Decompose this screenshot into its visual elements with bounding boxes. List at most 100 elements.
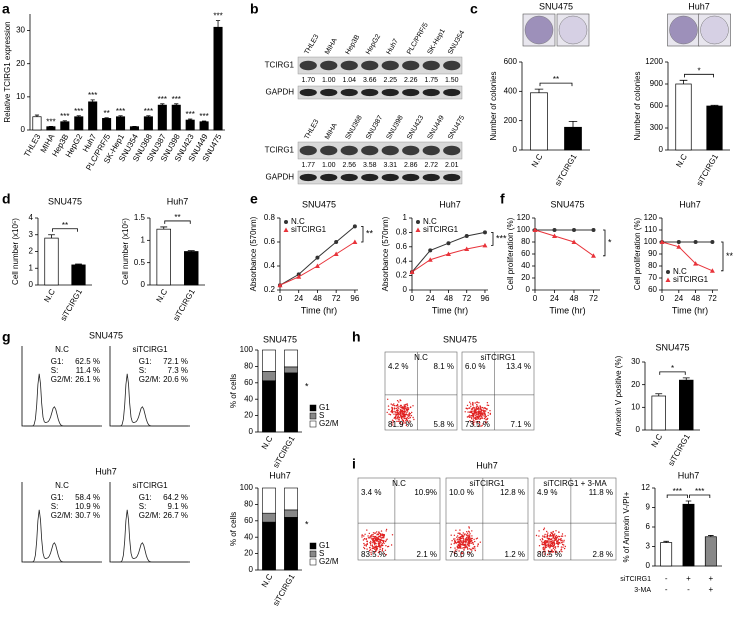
lane-label: SK-Hep1 bbox=[427, 28, 447, 56]
error-bar bbox=[534, 88, 544, 93]
event-dot bbox=[376, 546, 378, 548]
event-dot bbox=[381, 539, 383, 542]
x-tick-label: 24 bbox=[674, 294, 683, 303]
blot-strip bbox=[297, 170, 463, 185]
y-tick-label: 0.6 bbox=[264, 237, 276, 246]
y-tick-label: 40 bbox=[244, 394, 253, 403]
y-tick-label: 70 bbox=[648, 273, 657, 282]
event-dot bbox=[462, 539, 465, 541]
lane-label: HepG2 bbox=[365, 33, 382, 56]
band bbox=[422, 60, 440, 71]
event-dot bbox=[375, 549, 377, 552]
band bbox=[340, 88, 358, 97]
event-dot bbox=[468, 534, 470, 536]
event-dot bbox=[549, 551, 552, 553]
error-bar bbox=[685, 500, 692, 505]
event-dot bbox=[543, 549, 546, 551]
phase-label: S: bbox=[51, 366, 59, 375]
event-dot bbox=[541, 537, 543, 540]
event-dot bbox=[542, 546, 545, 548]
x-tick-label: siTCIRG1 bbox=[271, 572, 297, 607]
event-dot bbox=[456, 536, 458, 538]
y-tick-label: 60 bbox=[244, 378, 253, 387]
event-dot bbox=[466, 404, 469, 407]
event-dot bbox=[549, 553, 551, 555]
event-dot bbox=[542, 551, 544, 553]
event-dot bbox=[549, 539, 552, 541]
band bbox=[361, 145, 379, 156]
event-dot bbox=[460, 553, 463, 555]
bar bbox=[102, 118, 112, 131]
event-dot bbox=[384, 540, 387, 543]
quant-value: 3.66 bbox=[363, 77, 377, 84]
event-dot bbox=[459, 542, 461, 545]
plot-title: siTCIRG1 + 3-MA bbox=[543, 479, 607, 488]
event-dot bbox=[379, 538, 381, 541]
event-dot bbox=[387, 398, 389, 400]
band bbox=[320, 145, 338, 156]
event-dot bbox=[380, 533, 382, 536]
quadrant-value: 2.8 % bbox=[593, 550, 613, 559]
phase-value: 26.7 % bbox=[163, 511, 188, 520]
event-dot bbox=[554, 536, 557, 538]
event-dot bbox=[461, 541, 463, 544]
event-dot bbox=[376, 539, 378, 541]
marker bbox=[552, 233, 557, 238]
event-dot bbox=[552, 547, 555, 550]
phase-label: S: bbox=[139, 366, 147, 375]
event-dot bbox=[394, 418, 397, 420]
chart-title: Huh7 bbox=[269, 470, 291, 480]
y-tick-label: 3 bbox=[646, 542, 651, 551]
x-tick-label: 72 bbox=[332, 294, 341, 303]
band bbox=[340, 173, 358, 182]
quadrant-value: 3.4 % bbox=[361, 488, 381, 497]
event-dot bbox=[470, 408, 473, 410]
event-dot bbox=[453, 534, 456, 536]
event-dot bbox=[457, 538, 459, 540]
histogram bbox=[24, 509, 100, 563]
event-dot bbox=[369, 548, 372, 551]
event-dot bbox=[547, 545, 550, 547]
event-dot bbox=[476, 414, 478, 416]
lane-label: PLC/PRF/5 bbox=[406, 22, 430, 56]
y-tick-label: 10 bbox=[16, 92, 25, 101]
event-dot bbox=[483, 412, 486, 415]
event-dot bbox=[548, 535, 551, 537]
event-dot bbox=[379, 536, 382, 538]
event-dot bbox=[477, 411, 480, 413]
event-dot bbox=[557, 541, 559, 543]
event-dot bbox=[403, 406, 405, 408]
event-dot bbox=[363, 535, 365, 537]
legend-marker bbox=[666, 270, 670, 274]
y-tick-label: 0.6 bbox=[396, 242, 408, 251]
legend-swatch bbox=[309, 550, 317, 558]
event-dot bbox=[479, 405, 481, 407]
series-line bbox=[534, 229, 594, 257]
event-dot bbox=[482, 412, 484, 414]
event-dot bbox=[368, 532, 370, 535]
event-dot bbox=[544, 543, 547, 545]
error-bar bbox=[118, 115, 123, 117]
bar-segment bbox=[262, 380, 276, 433]
event-dot bbox=[409, 413, 412, 415]
event-dot bbox=[560, 535, 563, 537]
event-dot bbox=[468, 414, 471, 416]
x-tick-label: 24 bbox=[550, 294, 559, 303]
phase-value: 30.7 % bbox=[75, 511, 100, 520]
event-dot bbox=[549, 533, 552, 536]
significance: *** bbox=[158, 95, 167, 104]
band bbox=[361, 88, 379, 97]
event-dot bbox=[370, 540, 372, 543]
event-dot bbox=[463, 549, 465, 551]
legend-label: N.C bbox=[291, 217, 305, 226]
event-dot bbox=[463, 543, 465, 546]
x-tick-label: 48 bbox=[691, 294, 700, 303]
event-dot bbox=[406, 411, 408, 413]
event-dot bbox=[386, 411, 388, 414]
significance: *** bbox=[60, 112, 69, 121]
event-dot bbox=[460, 537, 462, 539]
event-dot bbox=[553, 546, 555, 548]
event-dot bbox=[406, 414, 409, 416]
event-dot bbox=[548, 550, 550, 553]
marker bbox=[482, 242, 488, 248]
